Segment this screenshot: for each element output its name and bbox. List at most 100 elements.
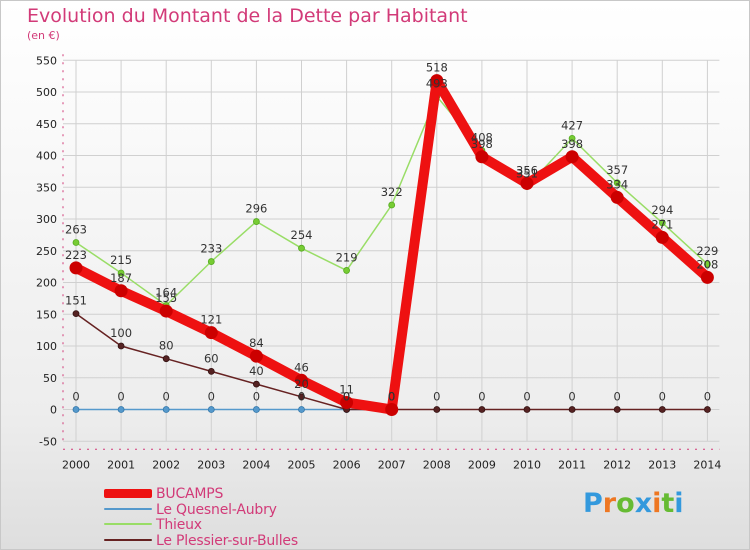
legend-label: Thieux: [156, 517, 202, 533]
data-label: 229: [696, 244, 718, 258]
data-point: [114, 284, 128, 298]
data-point: [249, 349, 263, 363]
data-label: 187: [110, 271, 132, 285]
x-tick-label: 2004: [242, 458, 270, 471]
data-label: 271: [651, 217, 673, 231]
data-label: 0: [568, 390, 575, 404]
y-tick-label: 100: [36, 340, 57, 353]
data-point: [568, 134, 576, 142]
data-point: [385, 403, 399, 416]
data-point: [162, 406, 170, 413]
y-tick-label: -50: [39, 435, 57, 448]
data-label: 0: [72, 390, 79, 404]
data-point: [388, 201, 396, 209]
data-point: [72, 239, 80, 246]
x-tick-label: 2000: [62, 458, 90, 471]
data-label: 0: [298, 390, 305, 404]
data-point: [252, 380, 260, 388]
data-label: 100: [110, 326, 132, 340]
data-point: [343, 267, 351, 274]
data-point: [298, 406, 305, 413]
legend-swatch: [104, 538, 152, 541]
data-label: 215: [110, 253, 132, 267]
data-label: 0: [208, 390, 215, 404]
data-label: 398: [471, 137, 493, 151]
data-point: [655, 230, 669, 244]
y-tick-label: 50: [43, 372, 57, 385]
data-point: [523, 406, 531, 413]
data-label: 518: [426, 61, 448, 75]
y-tick-label: 350: [36, 181, 57, 194]
x-tick-label: 2010: [513, 458, 541, 471]
data-label: 11: [339, 383, 354, 397]
data-point: [69, 261, 83, 275]
data-label: 408: [471, 130, 493, 144]
data-point: [117, 406, 125, 413]
unit-label: (en €): [27, 29, 60, 42]
y-tick-label: 400: [36, 150, 57, 163]
data-point: [159, 304, 173, 318]
data-point: [207, 367, 215, 375]
legend-label: Le Quesnel-Aubry: [156, 501, 277, 518]
x-tick-label: 2012: [603, 458, 631, 471]
data-label: 0: [253, 390, 260, 404]
data-label: 84: [249, 336, 264, 350]
y-tick-label: 300: [36, 213, 57, 226]
data-label: 356: [516, 163, 538, 177]
data-point: [613, 406, 621, 413]
data-label: 0: [523, 390, 530, 404]
logo-letter: x: [634, 488, 653, 519]
data-label: 0: [614, 390, 621, 404]
x-tick-label: 2005: [288, 458, 316, 471]
data-point: [565, 150, 579, 164]
data-point: [117, 342, 125, 350]
data-label: 40: [249, 364, 264, 378]
data-label: 296: [245, 202, 267, 216]
data-label: 334: [606, 177, 628, 191]
data-point: [72, 310, 80, 318]
data-point: [340, 396, 354, 410]
data-label: 398: [561, 137, 583, 151]
data-label: 0: [388, 390, 395, 404]
data-label: 80: [159, 339, 174, 353]
data-label: 0: [478, 390, 485, 404]
data-point: [117, 269, 125, 277]
data-label: 0: [388, 390, 395, 404]
x-tick-label: 2006: [333, 458, 361, 471]
y-tick-label: 250: [36, 245, 57, 258]
data-point: [433, 406, 441, 413]
x-tick-label: 2003: [197, 458, 225, 471]
data-label: 219: [336, 250, 358, 264]
data-label: 223: [65, 248, 87, 262]
data-label: 254: [291, 228, 313, 242]
data-label: 46: [294, 360, 309, 374]
chart-title: Evolution du Montant de la Dette par Hab…: [27, 5, 468, 27]
logo-letter: t: [661, 488, 675, 519]
x-tick-label: 2011: [558, 458, 586, 471]
y-tick-label: 150: [36, 308, 57, 321]
y-tick-label: 550: [36, 54, 57, 67]
data-label: 0: [388, 390, 395, 404]
data-point: [295, 373, 308, 387]
logo-letter: o: [616, 488, 635, 519]
data-label: 322: [381, 185, 403, 199]
data-point: [610, 190, 624, 204]
x-tick-label: 2002: [152, 458, 180, 471]
data-label: 0: [343, 390, 350, 404]
data-point: [704, 260, 711, 268]
data-label: 233: [200, 242, 222, 256]
data-point: [72, 406, 80, 413]
data-label: 351: [516, 167, 538, 181]
data-label: 155: [155, 291, 177, 305]
data-point: [658, 406, 666, 413]
data-point: [252, 218, 260, 225]
data-label: 294: [651, 203, 673, 217]
data-label: 60: [204, 351, 219, 365]
legend-label: BUCAMPS: [156, 486, 224, 502]
x-tick-label: 2001: [107, 458, 135, 471]
logo-letter: i: [652, 488, 662, 519]
data-point: [298, 393, 305, 401]
legend-swatch: [104, 507, 152, 510]
